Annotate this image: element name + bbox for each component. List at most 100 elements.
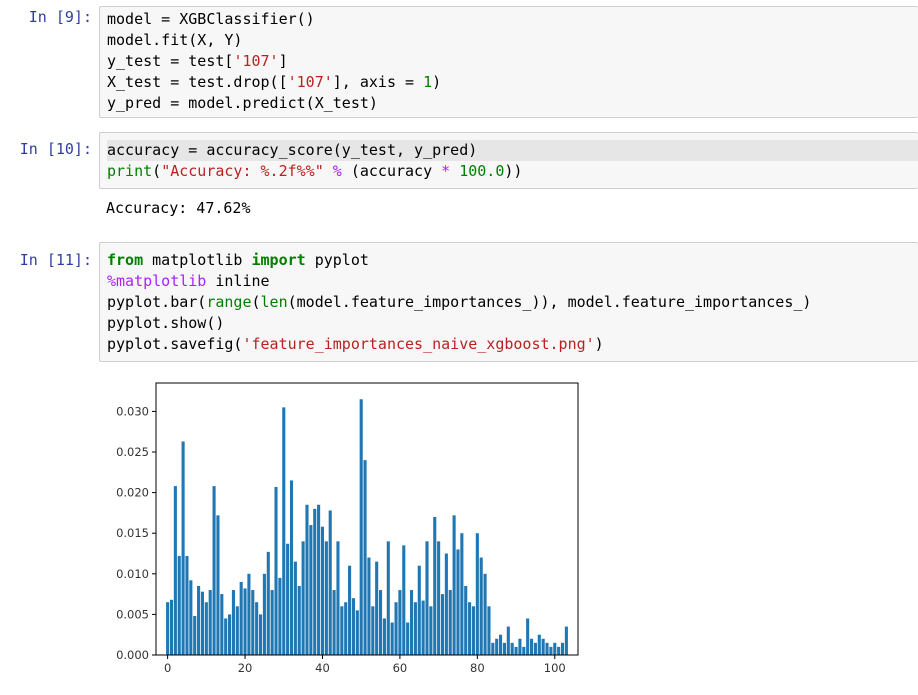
bar [351,598,355,655]
bar [328,510,332,655]
code-token: pyplot.show() [107,314,225,332]
bar [166,602,170,655]
bar [495,638,499,655]
x-tick-label: 80 [470,661,485,675]
code-token: X_test = test.drop([ [107,73,288,91]
code-token: (model.feature_importances_)), model.fea… [287,293,812,311]
x-tick-label: 40 [315,661,330,675]
bar [363,460,367,655]
code-token: 100.0 [459,162,505,180]
code-input[interactable]: model = XGBClassifier() model.fit(X, Y) y_… [99,6,918,118]
code-token: model.fit(X, Y) [107,31,243,49]
bar [258,614,263,655]
code-token: import [251,251,306,269]
code-line: y_test = test['107'] [107,51,918,72]
bar [189,580,193,655]
bar [274,486,278,655]
code-input[interactable]: from matplotlib import pyplot %matplotlib… [99,242,918,362]
bar [313,508,317,655]
bar [169,599,174,655]
bar [224,618,228,655]
bar [266,551,270,655]
code-editor[interactable]: accuracy = accuracy_score(y_test, y_pred… [100,133,918,182]
bar [502,642,506,655]
code-token: ) [432,73,442,91]
bar [533,642,537,655]
code-token: range [206,293,252,311]
bar [231,590,235,655]
bar [398,590,402,655]
code-token: ], axis = [332,73,424,91]
feature-importance-bar-chart: 0 20 40 60 80 100 0.000 0.005 0.010 0.015 0.020 0.0… [116,382,579,675]
bar [212,486,216,655]
code-token: inline [206,272,270,290]
bar [557,646,561,655]
bar [297,585,301,655]
bar [452,515,456,655]
code-line: y_pred = model.predict(X_test) [107,93,918,114]
code-token: y_pred = model.predict(X_test) [107,94,378,112]
bar [359,399,363,655]
bar [456,549,460,655]
bar [394,602,398,655]
bar [409,590,414,655]
bar [324,541,328,655]
bar [382,618,386,655]
bar [216,515,220,655]
bar [344,602,348,655]
bar [371,606,375,655]
cell-output: Accuracy: 47.62% [106,199,251,217]
bar [309,525,313,655]
code-token: ] [278,52,288,70]
bar [549,646,553,655]
bar [429,606,433,655]
x-tick-label: 0 [164,661,171,675]
code-token [324,162,333,180]
code-token: y_test = test[ [107,52,234,70]
input-prompt: In [10]: [19,140,92,158]
code-token: )) [504,162,523,180]
code-line: pyplot.savefig('feature_importances_naiv… [107,334,918,355]
code-line: pyplot.show() [107,313,918,334]
bar [286,543,290,655]
code-editor[interactable]: model = XGBClassifier() model.fit(X, Y) y_… [100,7,918,114]
code-token: * [441,162,451,180]
bar [545,642,549,655]
bar [522,646,526,655]
bar [255,602,259,655]
bar [468,602,472,655]
bar [200,591,205,655]
code-token: accuracy = accuracy_score(y_test, y_pred… [107,141,478,159]
code-token: print [107,162,153,180]
code-input[interactable]: accuracy = accuracy_score(y_test, y_pred… [99,132,918,189]
bar [437,541,441,655]
x-tick-label: 60 [393,661,408,675]
bar [332,590,336,655]
bar [413,602,417,655]
bar [355,610,359,655]
bar [537,634,541,655]
input-prompt: In [11]: [19,251,92,269]
bar [282,407,286,655]
bar [243,588,247,655]
bar [464,585,468,655]
code-line: X_test = test.drop(['107'], axis = 1) [107,72,918,93]
bar [228,614,232,655]
code-editor[interactable]: from matplotlib import pyplot %matplotlib… [100,243,918,355]
code-token: 'feature_importances_naive_xgboost.png' [242,335,595,353]
code-token: '107' [233,52,279,70]
code-token: pyplot.bar( [107,293,207,311]
code-line: model.fit(X, Y) [107,30,918,51]
plot-frame [155,382,579,656]
code-token: %matplotlib [107,272,207,290]
bar [444,553,448,655]
bar [220,594,224,655]
bar [204,602,208,655]
bar [425,541,429,655]
bar [417,565,421,655]
bar [197,585,201,655]
code-token: from [107,251,144,269]
bar [390,622,394,655]
bar [177,555,181,655]
bar [406,622,410,655]
